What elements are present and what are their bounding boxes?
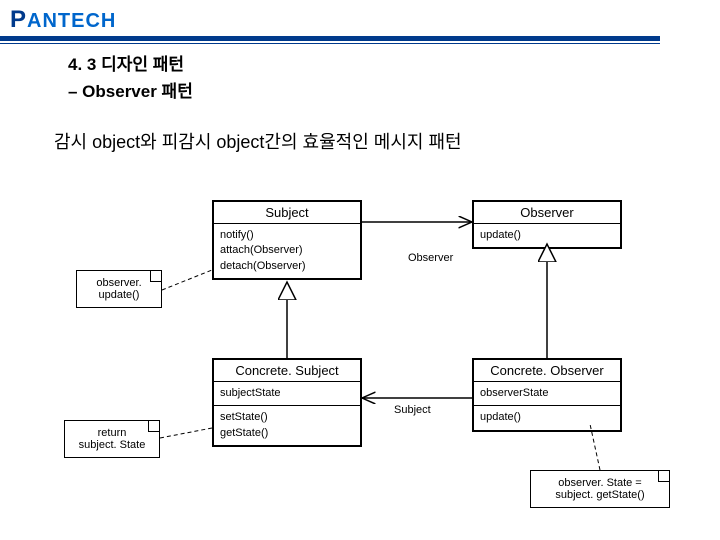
note-line: subject. State xyxy=(75,439,149,451)
logo-p: P xyxy=(10,6,27,33)
attr: observerState xyxy=(480,386,614,401)
op: getState() xyxy=(220,426,354,441)
assoc-label-subject: Subject xyxy=(394,404,431,416)
class-concrete-observer-ops: update() xyxy=(474,405,620,429)
class-observer-name: Observer xyxy=(474,202,620,224)
class-subject-name: Subject xyxy=(214,202,360,224)
brand-logo: PANTECH xyxy=(10,6,116,34)
class-subject-ops: notify() attach(Observer) detach(Observe… xyxy=(214,224,360,278)
op: update() xyxy=(480,228,614,243)
attr: subjectState xyxy=(220,386,354,401)
note-return-state: return subject. State xyxy=(64,420,160,458)
title-line-1: 4. 3 디자인 패턴 xyxy=(68,50,193,75)
note-line: subject. getState() xyxy=(541,489,659,501)
class-concrete-subject-attrs: subjectState xyxy=(214,382,360,405)
class-observer-ops: update() xyxy=(474,224,620,247)
class-concrete-subject-ops: setState() getState() xyxy=(214,405,360,445)
note-observer-state: observer. State = subject. getState() xyxy=(530,470,670,508)
op: notify() xyxy=(220,228,354,243)
class-concrete-subject: Concrete. Subject subjectState setState(… xyxy=(212,358,362,447)
class-concrete-subject-name: Concrete. Subject xyxy=(214,360,360,382)
op: attach(Observer) xyxy=(220,243,354,258)
assoc-label-observer: Observer xyxy=(408,252,453,264)
op: setState() xyxy=(220,410,354,425)
note-line: observer. State = xyxy=(541,477,659,489)
note-line: observer. xyxy=(87,277,151,289)
class-subject: Subject notify() attach(Observer) detach… xyxy=(212,200,362,280)
class-concrete-observer: Concrete. Observer observerState update(… xyxy=(472,358,622,432)
class-concrete-observer-name: Concrete. Observer xyxy=(474,360,620,382)
class-concrete-observer-attrs: observerState xyxy=(474,382,620,405)
note-observer-update: observer. update() xyxy=(76,270,162,308)
title-block: 4. 3 디자인 패턴 – Observer 패턴 xyxy=(68,50,193,102)
op: detach(Observer) xyxy=(220,259,354,274)
class-observer: Observer update() xyxy=(472,200,622,249)
header-underline xyxy=(0,36,660,46)
title-line-2: – Observer 패턴 xyxy=(68,77,193,102)
logo-rest: ANTECH xyxy=(27,10,116,32)
note-line: update() xyxy=(87,289,151,301)
note-line: return xyxy=(75,427,149,439)
op: update() xyxy=(480,410,614,425)
subtitle: 감시 object와 피감시 object간의 효율적인 메시지 패턴 xyxy=(54,128,462,154)
